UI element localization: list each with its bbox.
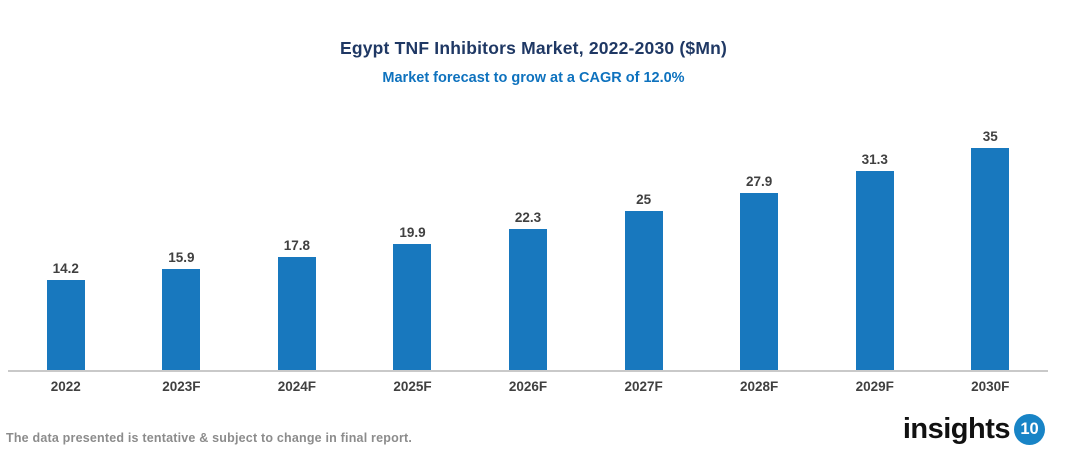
bar-column: 19.9 (355, 225, 471, 370)
bar-column: 15.9 (124, 250, 240, 370)
x-axis-tick-label: 2029F (855, 379, 894, 394)
bar (971, 148, 1010, 370)
bar (855, 171, 894, 370)
bar (46, 280, 85, 370)
bar-column: 35 (933, 129, 1049, 370)
footer-note: The data presented is tentative & subjec… (6, 431, 413, 445)
chart-subtitle: Market forecast to grow at a CAGR of 12.… (382, 70, 685, 86)
x-axis-labels: 2022 2023F 2024F 2025F 2026F 2027F 2028F 2029F 2… (8, 379, 1048, 394)
bar-column: 22.3 (470, 210, 586, 370)
x-axis-tick-label: 2028F (740, 379, 779, 394)
bar-value-label: 27.9 (746, 174, 773, 189)
x-axis-tick-label: 2026F (508, 379, 548, 394)
logo-text: insights (902, 413, 1011, 445)
bar (162, 269, 201, 370)
bar-value-label: 15.9 (168, 250, 195, 265)
bar-value-label: 14.2 (52, 261, 79, 276)
bar-column: 27.9 (701, 174, 817, 370)
bar (393, 244, 432, 370)
x-axis-tick-label: 2030F (971, 379, 1010, 394)
bar (624, 211, 663, 370)
x-axis-tick-label: 2025F (393, 379, 432, 394)
bar-column: 17.8 (239, 238, 355, 370)
x-axis-tick-label: 2024F (277, 379, 317, 394)
x-axis-tick-label: 2027F (624, 379, 663, 394)
bar-value-label: 17.8 (283, 238, 311, 253)
x-axis-tick-label: 2022 (50, 379, 81, 394)
bar (277, 257, 316, 370)
bar-column: 31.3 (817, 152, 933, 370)
insights10-logo: insights 10 (903, 413, 1045, 446)
x-axis-tick-label: 2023F (162, 379, 201, 394)
bar-value-label: 22.3 (514, 210, 542, 225)
plot-area: 14.2 15.9 17.8 19.9 22.3 25 27.9 31.3 35 (8, 128, 1048, 372)
bar-value-label: 25 (636, 192, 652, 207)
logo-badge-icon: 10 (1014, 414, 1045, 445)
bar-column: 25 (586, 192, 702, 370)
bar-chart: 14.2 15.9 17.8 19.9 22.3 25 27.9 31.3 35 2022 202… (8, 128, 1048, 394)
bar (740, 193, 779, 370)
bar-value-label: 31.3 (861, 152, 888, 167)
bar-value-label: 19.9 (399, 225, 426, 240)
chart-title: Egypt TNF Inhibitors Market, 2022-2030 (… (339, 38, 728, 58)
bar (509, 229, 548, 370)
bar-column: 14.2 (8, 261, 124, 370)
bar-value-label: 35 (982, 129, 998, 144)
